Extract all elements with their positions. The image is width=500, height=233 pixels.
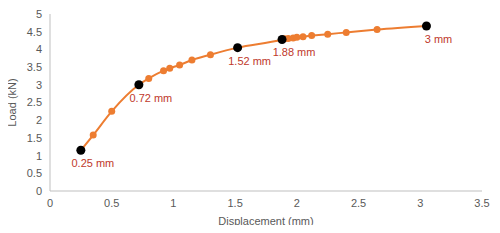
svg-text:0.5: 0.5 — [27, 167, 42, 179]
svg-text:0.25 mm: 0.25 mm — [71, 157, 114, 169]
svg-text:1: 1 — [170, 197, 176, 209]
svg-text:3: 3 — [36, 79, 42, 91]
svg-text:1.5: 1.5 — [27, 132, 42, 144]
svg-text:3 mm: 3 mm — [425, 33, 453, 45]
svg-text:4.5: 4.5 — [27, 26, 42, 38]
svg-text:1.5: 1.5 — [227, 197, 242, 209]
svg-text:5: 5 — [36, 8, 42, 20]
svg-text:1.88 mm: 1.88 mm — [273, 46, 316, 58]
svg-text:2.5: 2.5 — [351, 197, 366, 209]
svg-text:2.5: 2.5 — [27, 96, 42, 108]
svg-text:3.5: 3.5 — [27, 61, 42, 73]
svg-text:4: 4 — [36, 43, 42, 55]
svg-text:3: 3 — [417, 197, 423, 209]
svg-text:0: 0 — [36, 185, 42, 197]
svg-text:1: 1 — [36, 150, 42, 162]
svg-text:0.5: 0.5 — [104, 197, 119, 209]
svg-text:2: 2 — [294, 197, 300, 209]
svg-text:0.72 mm: 0.72 mm — [129, 92, 172, 104]
svg-text:1.52 mm: 1.52 mm — [228, 55, 271, 67]
svg-text:2: 2 — [36, 114, 42, 126]
svg-text:Displacement (mm): Displacement (mm) — [218, 215, 313, 225]
svg-text:0: 0 — [47, 197, 53, 209]
svg-text:Load (kN): Load (kN) — [8, 78, 18, 126]
svg-text:3.5: 3.5 — [474, 197, 489, 209]
